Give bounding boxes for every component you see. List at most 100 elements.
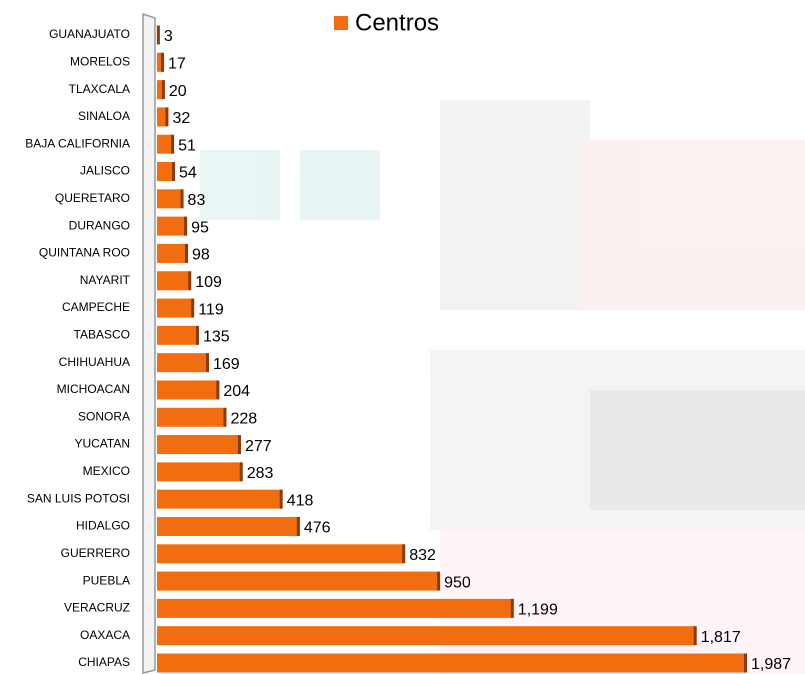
value-label: 950 — [444, 574, 471, 591]
y-tick-label: OAXACA — [80, 628, 130, 642]
value-label: 135 — [203, 329, 230, 346]
y-tick-label: MICHOACAN — [57, 382, 130, 396]
bar — [157, 107, 167, 127]
bar — [157, 598, 512, 618]
bar — [157, 162, 173, 182]
bar — [157, 243, 187, 263]
value-label: 83 — [188, 192, 206, 209]
bar-edge — [191, 298, 195, 318]
bar-edge — [188, 271, 192, 291]
bar — [157, 298, 193, 318]
legend-label: Centros — [355, 9, 439, 36]
bar — [157, 80, 163, 100]
y-tick-label: NAYARIT — [80, 273, 131, 287]
value-label: 283 — [247, 465, 274, 482]
bar — [157, 216, 186, 236]
bar-edge — [437, 571, 441, 591]
value-label: 17 — [168, 56, 186, 73]
value-label: 1,987 — [751, 656, 791, 673]
bar — [157, 462, 241, 482]
value-label: 418 — [287, 492, 314, 509]
y-tick-label: JALISCO — [80, 164, 130, 178]
y-tick-label: SONORA — [78, 409, 130, 423]
bar — [157, 435, 239, 455]
value-label: 51 — [178, 137, 196, 154]
bar — [157, 516, 298, 536]
bar — [157, 407, 225, 427]
bar-edge — [693, 626, 697, 646]
value-label: 20 — [169, 83, 187, 100]
bar-edge — [402, 544, 406, 564]
value-label: 476 — [304, 520, 331, 537]
y-tick-label: TLAXCALA — [69, 82, 130, 96]
value-label: 204 — [223, 383, 250, 400]
background — [200, 100, 805, 674]
legend-swatch — [334, 16, 348, 30]
value-label: 109 — [195, 274, 222, 291]
bar-edge — [296, 516, 300, 536]
bar-edge — [279, 489, 283, 509]
value-label: 98 — [192, 247, 210, 264]
value-label: 832 — [409, 547, 436, 564]
y-tick-label: QUINTANA ROO — [39, 246, 130, 260]
bar-edge — [156, 25, 160, 45]
y-tick-label: CHIAPAS — [78, 655, 130, 669]
bar-edge — [510, 598, 514, 618]
bar-edge — [239, 462, 243, 482]
bar-edge — [195, 325, 199, 345]
value-label: 119 — [198, 301, 224, 318]
y-tick-label: BAJA CALIFORNIA — [25, 136, 130, 150]
y-tick-label: MEXICO — [83, 464, 130, 478]
y-tick-label: DURANGO — [69, 218, 130, 232]
bar — [157, 189, 182, 209]
y-tick-label: SAN LUIS POTOSI — [27, 491, 130, 505]
bar — [157, 271, 190, 291]
bar-edge — [165, 107, 169, 127]
bar-edge — [237, 435, 241, 455]
bar-edge — [744, 653, 747, 673]
bar-edge — [185, 243, 189, 263]
y-tick-label: CAMPECHE — [62, 300, 130, 314]
bar-edge — [171, 162, 175, 182]
value-label: 169 — [213, 356, 240, 373]
bar — [157, 325, 197, 345]
bar — [157, 353, 208, 373]
bar-edge — [171, 134, 175, 154]
y-tick-label: SINALOA — [78, 109, 130, 123]
bar-edge — [161, 80, 165, 100]
bar-edge — [206, 353, 210, 373]
bar-edge — [161, 52, 165, 72]
y-tick-label: QUERETARO — [55, 191, 130, 205]
bar-edge — [180, 189, 184, 209]
value-label: 277 — [245, 438, 272, 455]
bar — [157, 380, 218, 400]
y-tick-label: GUERRERO — [61, 546, 130, 560]
value-label: 228 — [230, 410, 257, 427]
bar — [157, 626, 695, 646]
y-tick-label: MORELOS — [70, 54, 130, 68]
bar-edge — [184, 216, 188, 236]
axis-wall — [142, 12, 156, 674]
bar — [157, 489, 281, 509]
y-tick-label: YUCATAN — [74, 437, 130, 451]
bar — [157, 134, 173, 154]
y-tick-label: TABASCO — [74, 328, 130, 342]
y-tick-label: HIDALGO — [76, 519, 130, 533]
y-tick-label: PUEBLA — [83, 573, 130, 587]
y-tick-label: VERACRUZ — [64, 601, 130, 615]
y-tick-label: GUANAJUATO — [49, 27, 130, 41]
bar — [157, 544, 404, 564]
bar-edge — [223, 407, 227, 427]
y-tick-label: CHIHUAHUA — [59, 355, 130, 369]
value-label: 32 — [172, 110, 190, 127]
bar — [157, 653, 745, 673]
bar — [157, 571, 439, 591]
value-label: 3 — [164, 28, 173, 45]
bar-edge — [216, 380, 220, 400]
value-label: 1,817 — [701, 629, 741, 646]
value-label: 95 — [191, 219, 209, 236]
value-label: 1,199 — [518, 602, 558, 619]
bar — [157, 52, 163, 72]
value-label: 54 — [179, 165, 197, 182]
